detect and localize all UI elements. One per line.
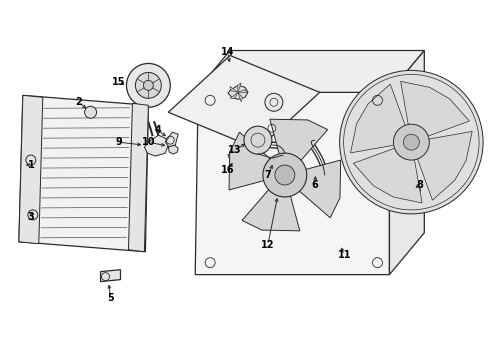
Text: 5: 5 (107, 293, 114, 302)
Text: 8: 8 (416, 180, 423, 190)
Polygon shape (238, 83, 241, 92)
Polygon shape (270, 119, 328, 171)
Text: 11: 11 (338, 250, 351, 260)
Polygon shape (412, 131, 472, 200)
Text: 10: 10 (142, 137, 155, 147)
Text: 12: 12 (261, 240, 275, 250)
Polygon shape (230, 86, 238, 92)
Polygon shape (165, 132, 178, 147)
Polygon shape (168, 55, 319, 149)
Circle shape (244, 126, 272, 154)
Polygon shape (289, 160, 341, 218)
Polygon shape (238, 92, 243, 102)
Polygon shape (242, 179, 300, 231)
Text: 1: 1 (27, 160, 34, 170)
Polygon shape (350, 84, 412, 153)
Polygon shape (230, 92, 238, 98)
Text: 16: 16 (221, 165, 235, 175)
Polygon shape (168, 145, 178, 154)
Polygon shape (390, 50, 424, 275)
Text: 3: 3 (27, 212, 34, 222)
Polygon shape (100, 270, 121, 282)
Polygon shape (353, 142, 422, 203)
Text: 9: 9 (115, 137, 122, 147)
Circle shape (144, 80, 153, 90)
Circle shape (126, 63, 171, 107)
Polygon shape (369, 164, 384, 174)
Text: 13: 13 (228, 145, 242, 155)
Text: 15: 15 (112, 77, 125, 87)
Polygon shape (228, 148, 242, 165)
Circle shape (265, 93, 283, 111)
Polygon shape (19, 95, 43, 244)
Circle shape (403, 134, 419, 150)
Polygon shape (128, 103, 148, 252)
Text: 7: 7 (265, 170, 271, 180)
Text: 14: 14 (221, 48, 235, 58)
Polygon shape (195, 50, 424, 92)
Polygon shape (19, 95, 148, 252)
Polygon shape (195, 92, 390, 275)
Polygon shape (238, 90, 248, 92)
Polygon shape (145, 135, 168, 156)
Circle shape (135, 72, 161, 98)
Text: 4: 4 (155, 125, 162, 135)
Circle shape (263, 153, 307, 197)
Circle shape (275, 165, 295, 185)
Polygon shape (228, 85, 248, 99)
Text: 2: 2 (75, 97, 82, 107)
Circle shape (85, 106, 97, 118)
Text: 6: 6 (311, 180, 318, 190)
Polygon shape (401, 81, 469, 142)
Circle shape (340, 71, 483, 214)
Polygon shape (229, 132, 281, 190)
Circle shape (393, 124, 429, 160)
